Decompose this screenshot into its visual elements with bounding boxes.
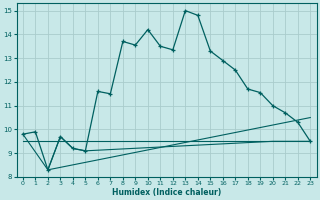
X-axis label: Humidex (Indice chaleur): Humidex (Indice chaleur) <box>112 188 221 197</box>
